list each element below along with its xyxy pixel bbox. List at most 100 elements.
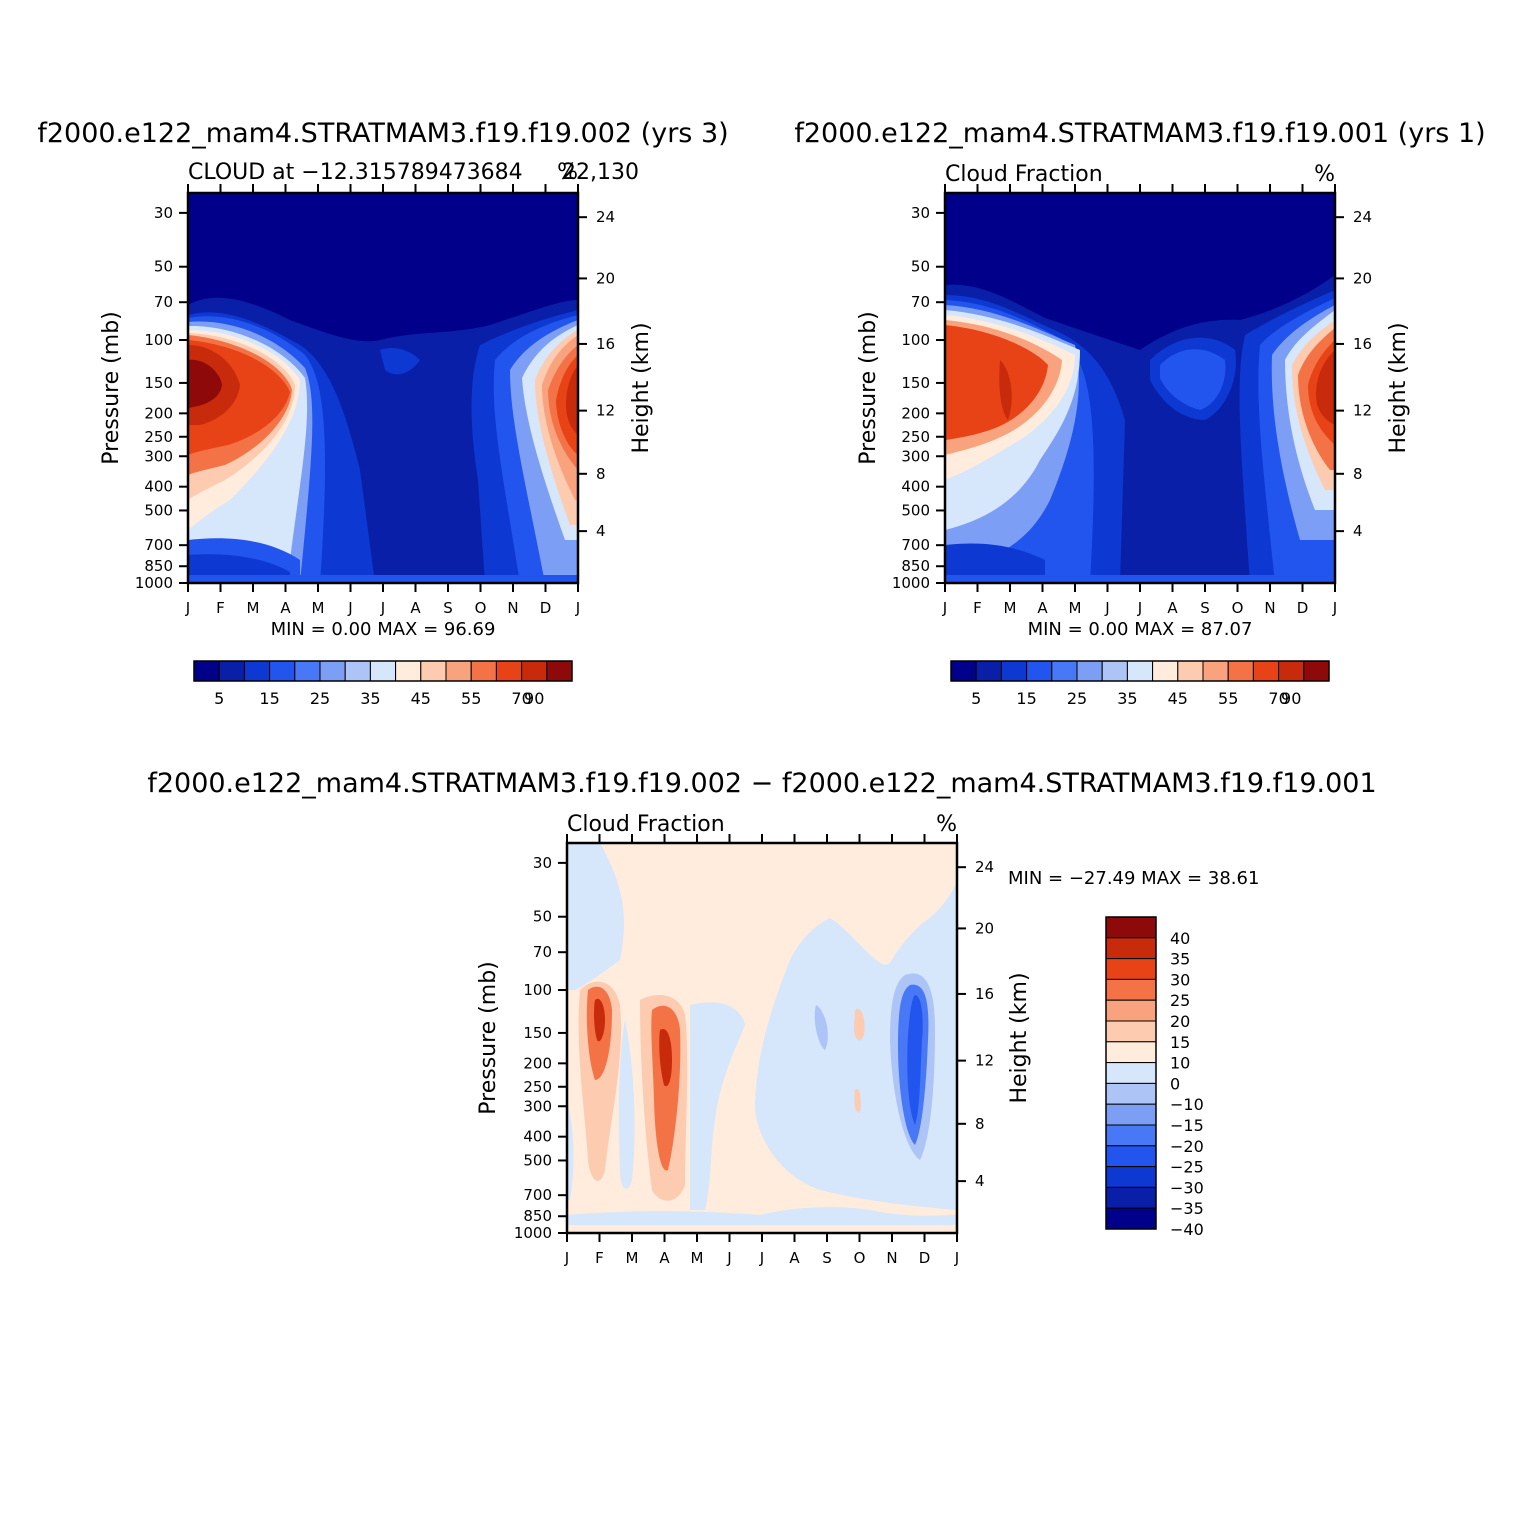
y-tick-label: 850 [901, 557, 930, 575]
colorbar-swatch [395, 660, 422, 682]
x-tick-label: D [540, 599, 552, 617]
colorbar-label: −25 [1170, 1158, 1204, 1177]
x-tick-label: O [854, 1249, 866, 1267]
y-right-tick-label: 12 [596, 402, 615, 420]
contour-field [945, 193, 1335, 583]
x-tick-label: D [919, 1249, 931, 1267]
y-tick-label: 300 [901, 447, 930, 465]
x-tick-label: M [312, 599, 325, 617]
colorbar-swatch [521, 660, 548, 682]
y-tick-label: 400 [144, 478, 173, 496]
x-tick-label: A [789, 1249, 800, 1267]
y-tick-label: 250 [901, 428, 930, 446]
y-tick-label: 500 [144, 501, 173, 519]
colorbar-swatch [1105, 1207, 1157, 1230]
y-right-tick-label: 8 [1353, 465, 1363, 483]
colorbar-swatch [1105, 1124, 1157, 1147]
y-right-tick-label: 24 [1353, 208, 1372, 226]
minmax-label: MIN = −27.49 MAX = 38.61 [1008, 868, 1259, 889]
y-right-tick-label: 20 [1353, 269, 1372, 287]
colorbar-swatch [193, 660, 220, 682]
y-axis-right-title: Height (km) [1007, 972, 1032, 1103]
y-tick-label: 200 [901, 404, 930, 422]
y-tick-label: 30 [911, 204, 930, 222]
y-tick-label: 700 [523, 1186, 552, 1204]
colorbar-swatch [369, 660, 397, 682]
x-tick-label: D [1297, 599, 1309, 617]
colorbar-label: 45 [1168, 689, 1188, 708]
colorbar-swatch [344, 660, 371, 682]
colorbar-swatch [1202, 660, 1229, 682]
colorbar-swatch [1105, 1082, 1157, 1105]
colorbar-label: −30 [1170, 1178, 1204, 1197]
colorbar-label: 70 [511, 689, 531, 708]
y-tick-label: 50 [533, 908, 552, 926]
colorbar-label: 0 [1170, 1074, 1180, 1093]
colorbar-label: 30 [1170, 970, 1190, 989]
y-right-tick-label: 4 [596, 522, 606, 540]
y-tick-label: 100 [523, 981, 552, 999]
y-tick-label: 100 [144, 331, 173, 349]
colorbar-swatch [445, 660, 472, 682]
panel-units: % [1314, 162, 1335, 187]
colorbar-label: 45 [411, 689, 431, 708]
x-tick-label: M [626, 1249, 639, 1267]
y-axis-right-title: Height (km) [629, 322, 654, 453]
minmax-label: MIN = 0.00 MAX = 96.69 [271, 619, 496, 640]
colorbar-swatch [319, 660, 346, 682]
panel-subtitle: CLOUD at −12.315789473684 [188, 160, 523, 185]
y-tick-label: 250 [144, 428, 173, 446]
colorbar-swatch [1105, 1041, 1157, 1064]
colorbar-label: −35 [1170, 1199, 1204, 1218]
colorbar-swatch [1105, 937, 1157, 960]
x-tick-label: A [659, 1249, 670, 1267]
colorbar-swatch [1177, 660, 1204, 682]
x-tick-label: J [726, 1249, 731, 1267]
y-tick-label: 500 [901, 501, 930, 519]
colorbar-swatch [1000, 660, 1028, 682]
contour-field [567, 843, 957, 1233]
panel-top-right: f2000.e122_mam4.STRATMAM3.f19.f19.001 (y… [794, 118, 1485, 708]
minmax-label: MIN = 0.00 MAX = 87.07 [1028, 619, 1253, 640]
y-tick-label: 50 [911, 258, 930, 276]
colorbar-swatch [1105, 1145, 1157, 1168]
panel-units: % [557, 160, 578, 185]
colorbar-swatch [269, 660, 296, 682]
colorbar-swatch [1252, 660, 1280, 682]
y-tick-label: 1000 [892, 574, 930, 592]
colorbar-swatch [1105, 1186, 1157, 1209]
x-tick-label: O [475, 599, 487, 617]
y-tick-label: 300 [523, 1097, 552, 1115]
y-right-tick-label: 12 [975, 1052, 994, 1070]
colorbar-swatch [243, 660, 271, 682]
x-tick-label: N [1264, 599, 1275, 617]
colorbar-label: −15 [1170, 1116, 1204, 1135]
colorbar-swatch [1152, 660, 1179, 682]
colorbar-label: 15 [1016, 689, 1036, 708]
x-tick-label: J [575, 599, 580, 617]
x-tick-label: F [216, 599, 225, 617]
colorbar-swatch [1105, 999, 1157, 1022]
y-right-tick-label: 12 [1353, 402, 1372, 420]
y-tick-label: 400 [523, 1128, 552, 1146]
y-tick-label: 30 [154, 204, 173, 222]
y-tick-label: 1000 [514, 1224, 552, 1242]
y-axis-right-title: Height (km) [1386, 322, 1411, 453]
y-tick-label: 70 [911, 293, 930, 311]
colorbar-swatch [420, 660, 447, 682]
colorbar-swatch [1105, 978, 1157, 1001]
colorbar-label: 10 [1170, 1054, 1190, 1073]
panel-title: f2000.e122_mam4.STRATMAM3.f19.f19.002 − … [147, 768, 1376, 799]
y-tick-label: 150 [144, 374, 173, 392]
y-tick-label: 30 [533, 854, 552, 872]
y-right-tick-label: 4 [1353, 522, 1363, 540]
x-tick-label: J [1332, 599, 1337, 617]
x-tick-label: N [886, 1249, 897, 1267]
panel-title: f2000.e122_mam4.STRATMAM3.f19.f19.001 (y… [794, 118, 1485, 149]
x-tick-label: J [380, 599, 385, 617]
colorbar-swatch [1105, 958, 1157, 980]
panel-subtitle: Cloud Fraction [945, 162, 1103, 187]
panel-subtitle: Cloud Fraction [567, 812, 725, 837]
